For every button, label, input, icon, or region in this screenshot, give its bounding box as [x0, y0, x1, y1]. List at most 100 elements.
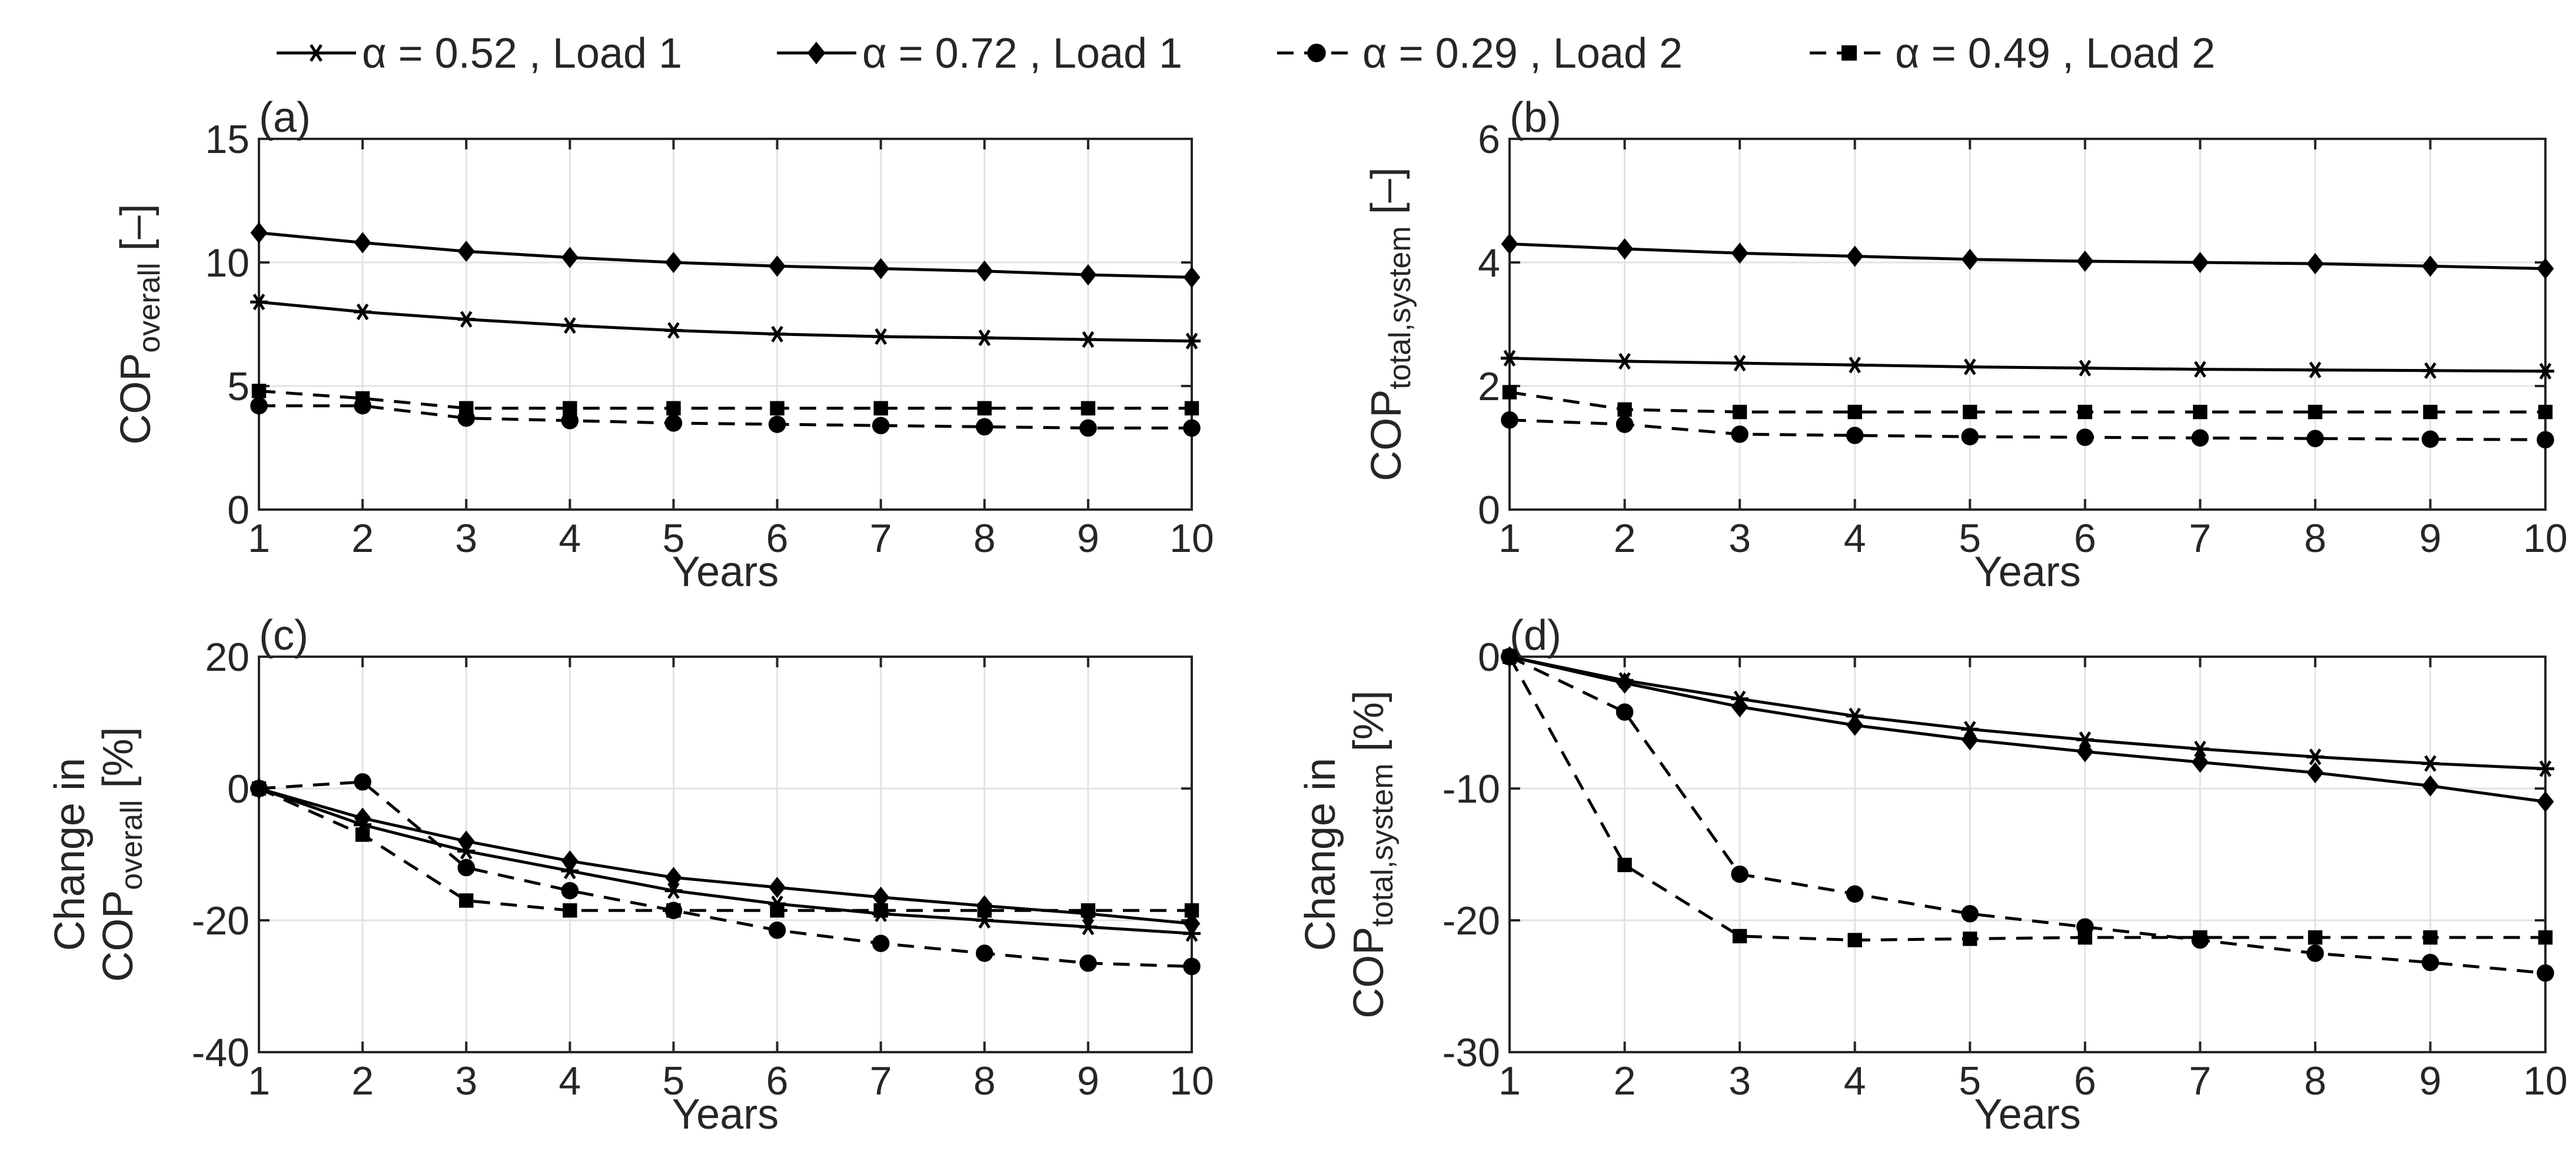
data-point: [354, 232, 371, 254]
data-point: [1732, 929, 1747, 944]
data-point: [768, 325, 786, 342]
y-axis-title-prefix: Change in: [1297, 758, 1344, 951]
x-tick-label: 5: [663, 1059, 685, 1103]
x-tick-label: 4: [559, 1059, 581, 1103]
data-point: [1963, 404, 1977, 420]
x-tick-label: 6: [2074, 1059, 2096, 1103]
data-point: [1846, 885, 1864, 903]
data-point: [561, 247, 579, 268]
data-point: [1846, 714, 1864, 736]
data-point: [2422, 775, 2439, 797]
grid: [1508, 656, 2547, 1053]
y-tick-label: 10: [205, 241, 250, 285]
data-point: [2306, 361, 2324, 378]
x-tick-label: 8: [2304, 1059, 2326, 1103]
panel-d: 1 2 3 4 5 6 7 8 9 10 -30 -20 -10 0 (d) Years COPtotal,sy…: [1297, 612, 2568, 1138]
x-tick-label: 6: [766, 516, 789, 561]
plot-frame: [1508, 138, 2547, 511]
data-point: [977, 903, 992, 918]
y-tick-label: 6: [1478, 117, 1500, 162]
x-tick-label: 5: [1959, 1059, 1981, 1103]
y-axis-title-prefix: Change in: [46, 758, 94, 951]
series-diamond: [250, 222, 1201, 288]
x-tick-label: 7: [870, 1059, 892, 1103]
x-tick-label: 3: [1729, 1059, 1751, 1103]
x-tick-label: 1: [248, 516, 270, 561]
data-point: [1961, 905, 1979, 923]
data-point: [1501, 233, 1518, 255]
data-point: [2078, 404, 2092, 420]
y-tick-label: -30: [1442, 1030, 1500, 1075]
series-diamond: [1501, 646, 2554, 813]
data-point: [1847, 933, 1862, 947]
legend-label: α = 0.52 , Load 1: [362, 30, 682, 77]
y-tick-label: -20: [192, 899, 250, 943]
series-line: [258, 787, 1192, 926]
data-point: [1616, 415, 1634, 433]
legend-label: α = 0.29 , Load 2: [1362, 30, 1683, 77]
x-tick-label: 4: [1844, 516, 1866, 561]
data-point: [250, 222, 268, 244]
y-tick-label: 0: [1478, 488, 1500, 533]
x-tick-label: 10: [2523, 1059, 2568, 1103]
data-point: [665, 867, 682, 889]
data-point: [1616, 672, 1633, 694]
series-line: [1508, 655, 2546, 975]
data-point: [2191, 429, 2209, 447]
data-point: [2537, 791, 2554, 813]
data-point: [666, 903, 681, 918]
data-point: [563, 401, 577, 415]
data-point: [457, 241, 475, 262]
legend-label: α = 0.72 , Load 1: [862, 30, 1182, 77]
y-axis-title: COPoverall [%]: [95, 727, 149, 982]
data-point: [1961, 729, 1979, 751]
series-line: [258, 389, 1192, 410]
x-tick-label: 9: [1077, 1059, 1099, 1103]
data-point: [2537, 760, 2554, 777]
data-point: [2308, 930, 2323, 945]
series-asterisk: [250, 294, 1201, 350]
data-point: [2422, 255, 2439, 277]
data-point: [2076, 360, 2094, 377]
data-point: [2423, 404, 2438, 420]
data-point: [2076, 250, 2094, 272]
x-tick-label: 5: [1959, 516, 1981, 561]
x-tick-label: 7: [2189, 516, 2211, 561]
x-tick-label: 2: [351, 516, 374, 561]
data-point: [770, 903, 785, 918]
data-point: [1963, 932, 1977, 946]
data-point: [976, 944, 993, 962]
panel-tag: (a): [259, 94, 311, 141]
legend-entry: α = 0.49 , Load 2: [1810, 30, 2215, 77]
data-point: [768, 415, 786, 433]
y-axis-title: COPtotal,system [%]: [1345, 690, 1400, 1018]
legend-marker-diamond: [807, 41, 826, 65]
y-tick-label: -10: [1442, 767, 1500, 811]
data-point: [872, 417, 890, 434]
data-point: [2537, 431, 2554, 449]
data-point: [2421, 755, 2439, 772]
y-tick-label: 4: [1478, 241, 1500, 285]
x-tick-label: 7: [870, 516, 892, 561]
panel-tag: (b): [1510, 94, 1561, 141]
data-point: [354, 773, 371, 791]
x-axis-title: Years: [672, 548, 779, 596]
panel-a: 1 2 3 4 5 6 7 8 9 10 0 5 10 15 (a) Years COPoverall [–]: [112, 94, 1214, 596]
data-point: [1183, 332, 1201, 350]
data-point: [1731, 355, 1749, 372]
x-tick-label: 1: [248, 1059, 270, 1103]
series-line: [1509, 391, 2545, 414]
y-tick-label: 15: [205, 117, 250, 162]
x-tick-label: 9: [2419, 1059, 2442, 1103]
data-point: [2078, 930, 2092, 945]
data-point: [1731, 242, 1749, 264]
data-point: [1961, 358, 1979, 375]
series-square: [251, 781, 1199, 918]
data-point: [250, 397, 268, 415]
data-point: [1502, 385, 1517, 400]
data-point: [1846, 357, 1864, 374]
y-tick-label: 0: [227, 767, 250, 811]
